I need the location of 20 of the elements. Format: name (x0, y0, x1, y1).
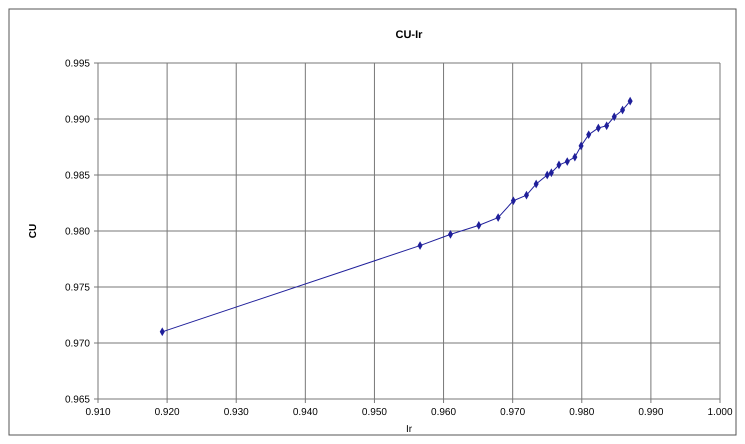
x-tick-label: 0.920 (154, 407, 180, 418)
x-axis-title: Ir (406, 424, 413, 435)
y-tick-label: 0.970 (64, 338, 90, 350)
y-tick-label: 0.980 (64, 226, 90, 238)
x-tick-label: 0.970 (500, 407, 526, 418)
y-tick-label: 0.990 (64, 114, 90, 126)
x-tick-label: 0.940 (292, 407, 318, 418)
y-axis-title: CU (28, 224, 39, 238)
chart-title: CU-Ir (396, 29, 424, 41)
x-tick-label: 0.980 (569, 407, 595, 418)
x-tick-label: 1.000 (707, 407, 733, 418)
x-tick-label: 0.960 (431, 407, 457, 418)
x-tick-label: 0.990 (638, 407, 664, 418)
x-tick-label: 0.930 (224, 407, 250, 418)
x-tick-label: 0.910 (85, 407, 111, 418)
x-tick-label: 0.950 (362, 407, 388, 418)
y-tick-label: 0.975 (64, 282, 90, 294)
y-tick-label: 0.985 (64, 170, 90, 182)
y-tick-label: 0.965 (64, 394, 90, 406)
y-tick-label: 0.995 (64, 58, 90, 70)
